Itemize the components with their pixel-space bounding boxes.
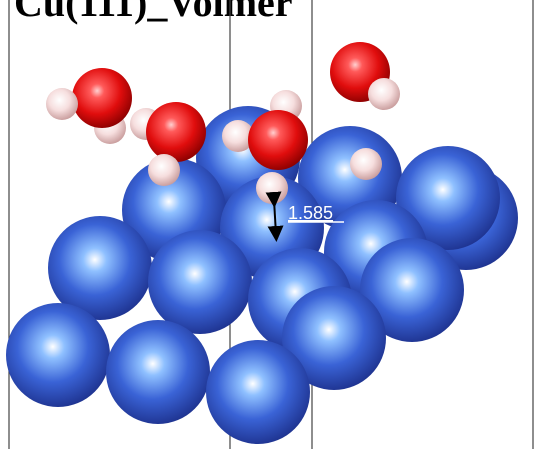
- hydrogen-atom: [350, 148, 382, 180]
- oxygen-atom: [248, 110, 308, 170]
- hydrogen-atom: [368, 78, 400, 110]
- distance-arrow: [265, 191, 284, 242]
- oxygen-atom: [72, 68, 132, 128]
- hydrogen-atom: [46, 88, 78, 120]
- cu-atom: [282, 286, 386, 390]
- title: Cu(111)_Volmer: [14, 0, 293, 25]
- hydrogen-atom: [148, 154, 180, 186]
- distance-measurement: 1.585: [265, 191, 344, 242]
- cu-atom: [396, 146, 500, 250]
- cu-atom: [148, 230, 252, 334]
- oxygen-atom: [146, 102, 206, 162]
- cu-atom: [48, 216, 152, 320]
- cu-atom: [360, 238, 464, 342]
- transferring-hydrogen-atom: [256, 172, 288, 204]
- hydrogen-atom: [222, 120, 254, 152]
- cu-atom: [6, 303, 110, 407]
- cu-atom: [206, 340, 310, 444]
- distance-label: 1.585: [288, 203, 333, 223]
- cu-atom: [106, 320, 210, 424]
